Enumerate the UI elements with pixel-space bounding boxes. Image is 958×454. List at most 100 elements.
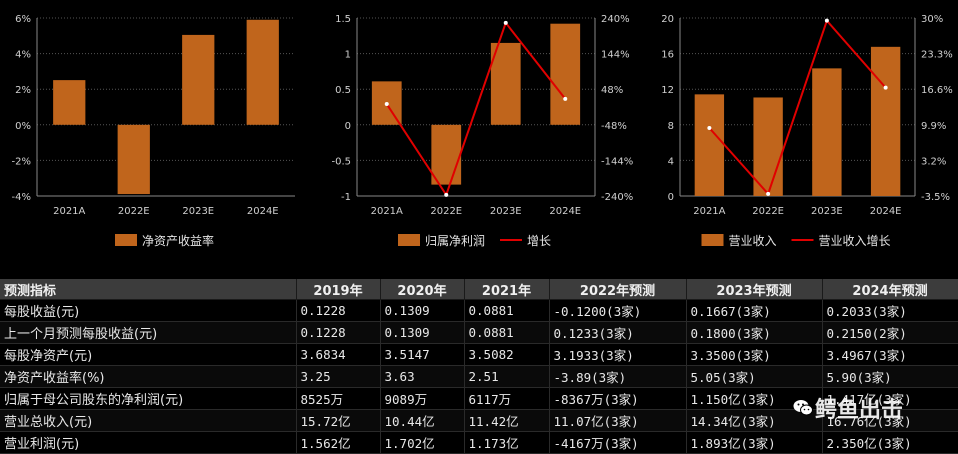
x-tick-label: 2023E [490,206,522,217]
table-cell: 2.51 [464,365,550,388]
table-cell: 3.63 [380,365,465,388]
y2-tick-label: 240% [601,14,630,25]
x-tick-label: 2023E [811,206,843,217]
y-tick-label: 4% [15,50,31,61]
bar [431,124,462,185]
table-cell: 3.5082 [464,343,550,366]
table-cell: 8525万 [296,387,381,410]
y-tick-label: 0% [15,121,31,132]
header-cell: 2022年预测 [549,279,687,300]
growth-line [385,20,567,198]
table-cell: 1.173亿 [464,431,550,454]
bar [812,68,842,196]
y-tick-label: 2% [15,85,31,96]
growth-line [708,18,887,196]
growth-point [384,102,389,107]
y-tick-label: 6% [15,14,31,25]
table-cell: 14.34亿(3家) [686,409,823,432]
table-row: 营业总收入(元) 15.72亿 10.44亿 11.42亿 11.07亿(3家) 14.3… [0,409,958,432]
x-tick-label: 2022E [118,206,150,217]
header-cell: 2024年预测 [822,279,958,300]
table-cell: 15.72亿 [296,409,381,432]
y-tick-label: -2% [12,156,31,167]
y2-tick-label: 48% [601,85,623,96]
table-cell: 1.702亿 [380,431,465,454]
legend-swatch-bar [701,234,724,246]
growth-point [883,85,888,90]
table-cell: 11.42亿 [464,409,550,432]
y-tick-label: 8 [668,121,674,132]
bar [490,42,521,125]
legend-label: 营业收入增长 [819,234,891,248]
y2-tick-label: 9.9% [921,121,946,132]
table-cell: 3.6834 [296,343,381,366]
table-cell: 1.417亿(3家) [822,387,958,410]
legend-label: 归属净利润 [425,234,485,248]
y2-tick-label: 23.3% [921,50,953,61]
bar [117,124,150,195]
legend-label: 营业收入 [729,234,777,248]
table-cell: 11.07亿(3家) [549,409,687,432]
growth-point [563,96,568,101]
growth-point [444,192,449,197]
table-cell: -3.89(3家) [549,365,687,388]
y-tick-label: 4 [668,156,674,167]
table-cell: -0.1200(3家) [549,299,687,322]
x-tick-label: 2024E [870,206,902,217]
table-cell: 0.0881 [464,321,550,344]
x-tick-label: 2023E [182,206,214,217]
bar [694,94,725,196]
y2-tick-label: 3.2% [921,156,946,167]
bar [182,34,215,125]
bar [550,23,581,125]
growth-point [503,20,508,25]
y2-tick-label: 144% [601,50,630,61]
x-tick-label: 2022E [752,206,784,217]
table-cell: 10.44亿 [380,409,465,432]
y2-tick-label: 30% [921,14,943,25]
row-label: 营业总收入(元) [0,409,297,432]
table-row: 营业利润(元) 1.562亿 1.702亿 1.173亿 -4167万(3家) 1.893… [0,431,958,454]
table-header-row: 预测指标 2019年 2020年 2021年 2022年预测 2023年预测 2… [0,279,958,300]
table-cell: 3.4967(3家) [822,343,958,366]
x-tick-label: 2021A [53,206,85,217]
x-tick-label: 2021A [371,206,403,217]
table-cell: -8367万(3家) [549,387,687,410]
table-cell: 5.90(3家) [822,365,958,388]
y-tick-label: 0 [345,121,351,132]
y-tick-label: 16 [661,50,674,61]
table-row: 上一个月预测每股收益(元) 0.1228 0.1309 0.0881 0.1233(3家… [0,321,958,344]
table-row: 净资产收益率(%) 3.25 3.63 2.51 -3.89(3家) 5.05(3家) 5.… [0,365,958,388]
watermark-text: 鳄鱼出击 [815,398,904,423]
y-tick-label: 12 [661,85,674,96]
row-label: 归属于母公司股东的净利润(元) [0,387,297,410]
bar [753,97,783,196]
y2-tick-label: -3.5% [921,192,950,203]
table-row: 每股净资产(元) 3.6834 3.5147 3.5082 3.1933(3家) 3.35… [0,343,958,366]
x-tick-label: 2022E [430,206,462,217]
header-cell: 预测指标 [0,279,297,300]
table-cell: 0.1800(3家) [686,321,823,344]
growth-point [766,191,771,196]
table-cell: 0.1228 [296,321,381,344]
forecast-table: 预测指标 2019年 2020年 2021年 2022年预测 2023年预测 2… [0,279,958,454]
y-tick-label: 1.5 [335,14,351,25]
table-cell: 3.25 [296,365,381,388]
y2-tick-label: -144% [601,156,633,167]
table-cell: -4167万(3家) [549,431,687,454]
table-cell: 9089万 [380,387,465,410]
y-tick-label: 20 [661,14,674,25]
row-label: 上一个月预测每股收益(元) [0,321,297,344]
y2-tick-label: 16.6% [921,85,953,96]
charts-area: -4% -2% 0% 2% 4% 6% 2021A 2022E 2023E 2024E 净资产收益率… [12,14,953,248]
table-cell: 1.150亿(3家) [686,387,823,410]
growth-point [824,18,829,23]
table-cell: 0.1228 [296,299,381,322]
x-tick-label: 2024E [247,206,279,217]
y2-tick-label: -48% [601,121,627,132]
legend-label: 净资产收益率 [142,233,214,248]
y-tick-label: 0 [668,192,674,203]
x-tick-label: 2024E [549,206,581,217]
header-cell: 2019年 [296,279,381,300]
table-cell: 0.1309 [380,321,465,344]
